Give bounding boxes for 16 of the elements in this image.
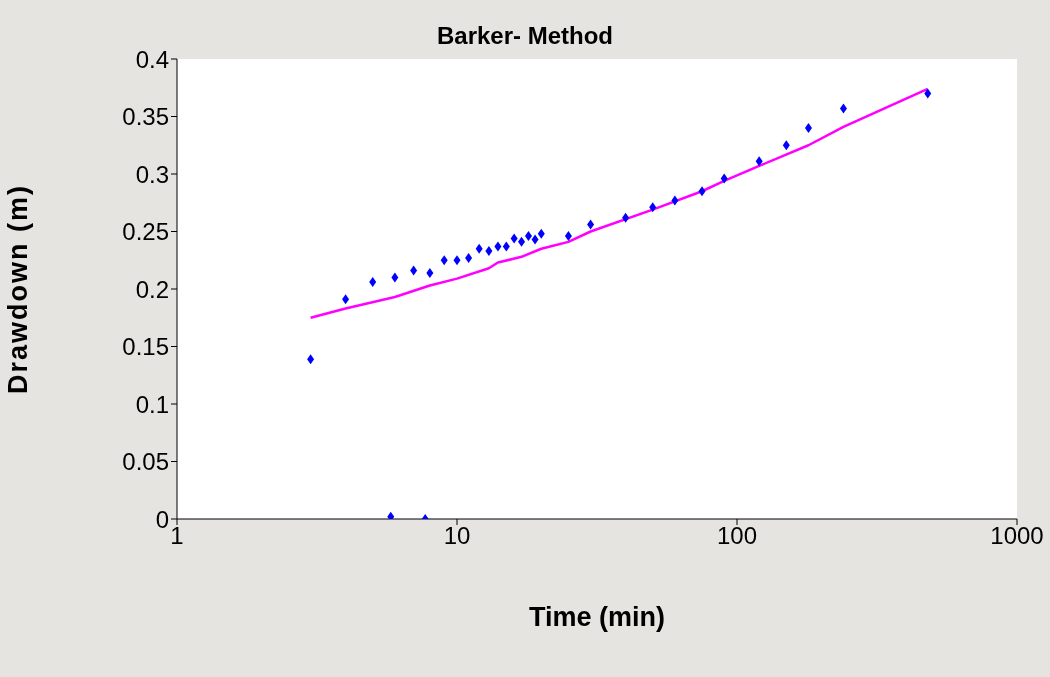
- y-tick-label: 0.3: [135, 160, 169, 188]
- y-tick-label: 0.15: [122, 333, 169, 361]
- x-tick-label: 1: [170, 522, 184, 550]
- x-axis-title: Time (min): [528, 602, 666, 632]
- y-tick-label: 0.05: [122, 448, 169, 476]
- x-tick-label: 1000: [990, 522, 1044, 550]
- y-tick-label: 0.25: [122, 218, 169, 246]
- y-tick-label: 0: [155, 505, 169, 533]
- y-tick-label: 0.2: [135, 275, 169, 303]
- x-tick-label: 10: [443, 522, 471, 550]
- y-axis-title: Drawdown (m): [2, 184, 33, 394]
- y-tick-label: 0.4: [135, 45, 169, 73]
- x-tick-label: 100: [716, 522, 758, 550]
- y-tick-label: 0.1: [135, 390, 169, 418]
- chart-title: Barker- Method: [436, 22, 614, 49]
- y-tick-label: 0.35: [122, 103, 169, 131]
